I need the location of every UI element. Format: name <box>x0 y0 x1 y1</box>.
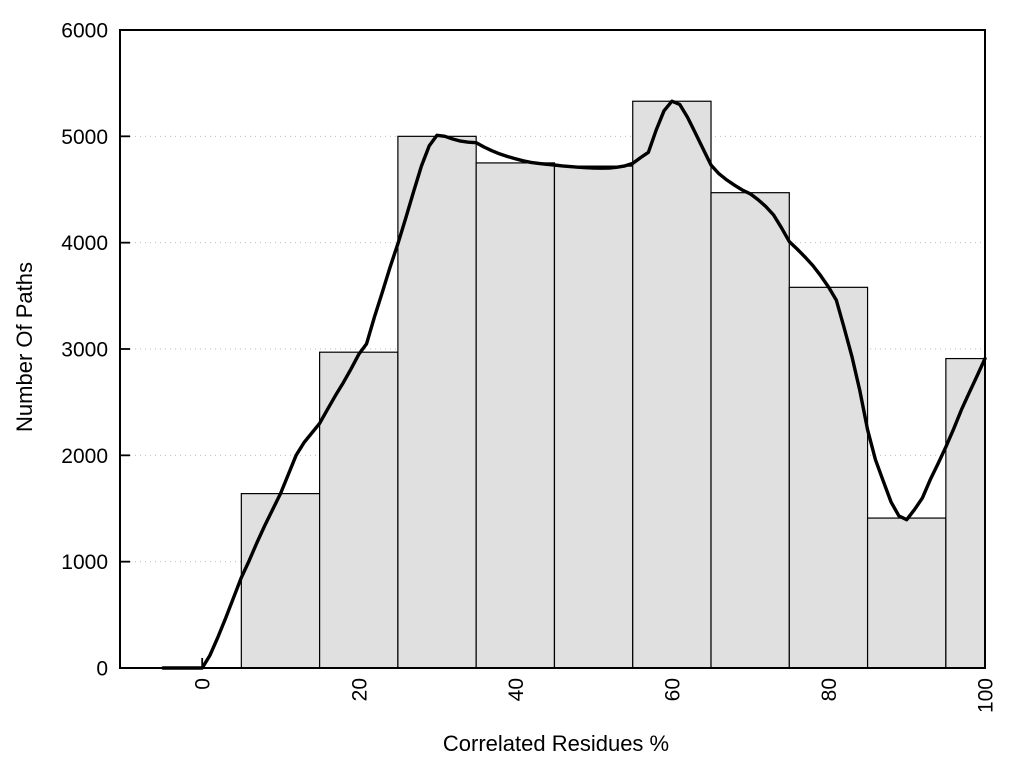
histogram-bar <box>397 135 477 669</box>
y-tick-label: 0 <box>96 658 108 681</box>
histogram-bar <box>240 493 321 669</box>
y-tick-label: 2000 <box>61 445 108 468</box>
histogram-bar <box>632 100 712 669</box>
x-tick-label: 40 <box>505 678 528 701</box>
x-tick-label: 80 <box>818 678 841 701</box>
histogram-bar <box>553 165 634 669</box>
y-tick-label: 3000 <box>61 339 108 362</box>
histogram-bar <box>788 286 869 669</box>
density-curve <box>161 99 987 670</box>
y-tick-label: 1000 <box>61 551 108 574</box>
y-tick-label: 5000 <box>61 126 108 149</box>
x-axis-title: Correlated Residues % <box>442 731 670 756</box>
x-tick-label: 60 <box>661 678 684 701</box>
histogram-bar <box>710 192 790 669</box>
y-axis-title: Number Of Paths <box>12 262 37 432</box>
y-tick-label: 6000 <box>61 20 108 43</box>
histogram-bar <box>866 517 947 669</box>
plot-border <box>119 29 986 669</box>
histogram-bar <box>475 162 556 669</box>
x-tick-label: 20 <box>348 678 371 701</box>
x-tick-label: 100 <box>975 678 998 713</box>
y-tick-label: 4000 <box>61 232 108 255</box>
histogram-bar <box>945 357 986 669</box>
x-tick-label: 0 <box>192 678 215 690</box>
